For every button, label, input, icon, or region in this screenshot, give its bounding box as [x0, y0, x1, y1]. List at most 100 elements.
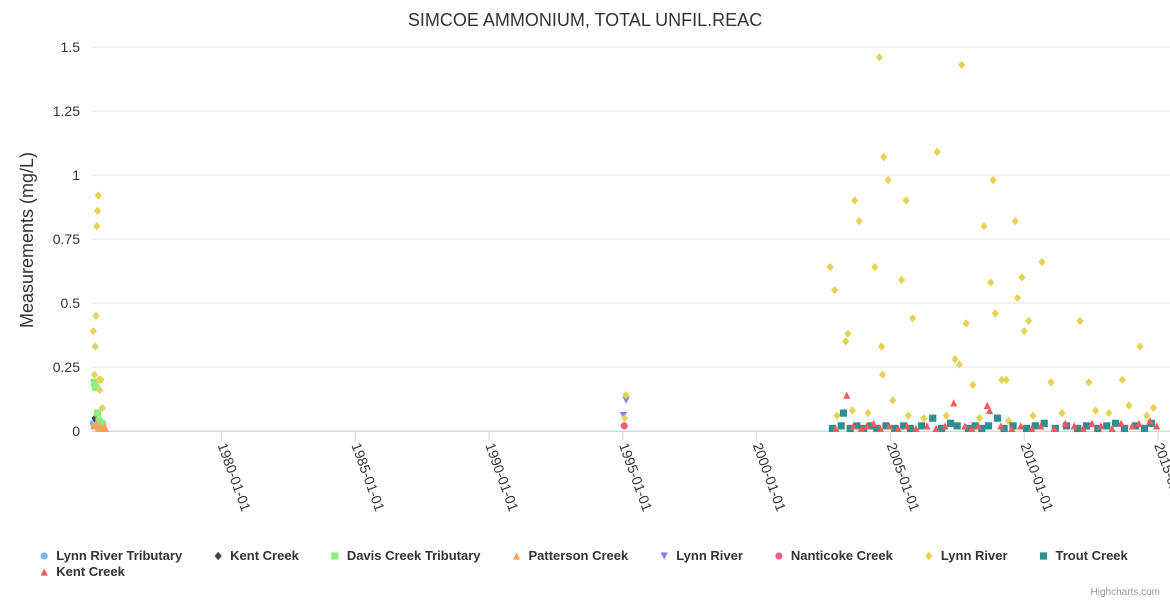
y-tick-label: 1.25: [53, 103, 80, 119]
data-point-lynn-river: [851, 196, 859, 205]
legend-item-lynn-river-tributary[interactable]: Lynn River Tributary: [40, 548, 183, 563]
data-point-trout-creek: [1040, 419, 1048, 427]
data-point-lynn-river: [1118, 375, 1126, 384]
data-point-lynn-river: [842, 337, 850, 346]
legend-item-nanticoke-creek[interactable]: Nanticoke Creek: [775, 548, 894, 563]
data-point-lynn-river: [980, 222, 988, 231]
data-point-lynn-river: [1085, 378, 1093, 387]
legend-label: Nanticoke Creek: [791, 548, 894, 563]
y-tick-label: 0.75: [53, 231, 80, 247]
data-point-trout-creek: [1082, 422, 1091, 430]
data-point-lynn-river: [1149, 403, 1158, 413]
data-point-kent-creek: [1061, 419, 1069, 427]
y-tick-label: 1.5: [61, 39, 81, 55]
legend-label: Kent Creek: [230, 548, 299, 563]
data-point-kent-creek: [961, 422, 969, 430]
data-point-lynn-river: [826, 262, 834, 272]
data-point-lynn-river: [933, 147, 941, 157]
data-point-lynn-river: [1011, 216, 1019, 226]
legend-item-lynn-river[interactable]: Lynn River: [660, 548, 743, 563]
legend-label: Lynn River: [941, 548, 1008, 563]
data-point-lynn-river: [1125, 401, 1133, 410]
credits-link[interactable]: Highcharts.com: [1091, 587, 1160, 598]
data-point-trout-creek: [929, 414, 937, 422]
grid-lines: [92, 46, 1170, 432]
data-point-lynn-river: [1136, 342, 1144, 351]
data-point-kent-creek: [1128, 422, 1136, 430]
legend-item-trout-creek[interactable]: Trout Creek: [1039, 548, 1129, 563]
y-tick-label: 0: [72, 423, 80, 439]
data-point-trout-creek: [1031, 422, 1039, 430]
data-point-kent-creek: [941, 422, 949, 430]
data-point-trout-creek: [984, 422, 993, 430]
data-point-lynn-river: [1047, 378, 1055, 387]
legend: Lynn River Tributary Kent Creek Davis Cree…: [40, 548, 1129, 579]
data-point-trout-creek: [993, 414, 1002, 422]
data-point-trout-creek: [828, 424, 837, 433]
data-point-trout-creek: [853, 422, 861, 430]
data-point-lynn-river: [1024, 316, 1033, 326]
data-point-trout-creek: [882, 422, 890, 430]
data-point-kent-creek: [1146, 417, 1154, 425]
legend-label: Trout Creek: [1056, 548, 1129, 563]
legend-item-kent-creek[interactable]: Kent Creek: [214, 548, 300, 563]
data-point-kent-creek: [950, 399, 958, 407]
legend-item-kent-creek[interactable]: Kent Creek: [40, 564, 126, 579]
data-point-trout-creek: [1111, 419, 1120, 427]
data-point-kent-creek: [1037, 422, 1045, 430]
data-point-kent-creek: [1017, 422, 1025, 430]
data-point-trout-creek: [1009, 422, 1017, 430]
data-point-kent-creek: [894, 424, 902, 433]
data-point-lynn-river: [1038, 257, 1046, 267]
data-point-trout-creek: [964, 424, 973, 433]
data-point-kent-creek: [843, 391, 851, 399]
data-point-lynn-river: [991, 309, 999, 318]
y-tick-label: 1: [72, 167, 80, 183]
data-point-kent-creek: [1079, 424, 1087, 433]
legend-label: Lynn River: [676, 548, 743, 563]
y-axis-label: Measurements (mg/L): [17, 152, 37, 328]
data-point-kent-creek: [1070, 422, 1078, 430]
data-point-lynn-river: [875, 53, 883, 62]
chart-title: SIMCOE AMMONIUM, TOTAL UNFIL.REAC: [408, 10, 762, 30]
data-point-lynn-river: [884, 175, 892, 185]
data-point-lynn-river: [909, 314, 917, 323]
data-point-kent-creek: [974, 422, 982, 430]
data-point-patterson-creek: [102, 424, 110, 433]
legend-symbol: [1039, 552, 1048, 560]
data-point-kent-creek: [968, 424, 976, 433]
data-point-lynn-river: [902, 196, 910, 205]
legend-item-lynn-river[interactable]: Lynn River: [925, 548, 1008, 563]
data-point-lynn-river: [93, 206, 102, 216]
data-point-lynn-river: [1091, 406, 1100, 415]
data-point-trout-creek: [1131, 422, 1140, 430]
data-point-lynn-river: [920, 414, 928, 423]
data-point-lynn-river: [848, 406, 857, 415]
legend-symbol: [40, 552, 48, 560]
data-point-kent-creek: [876, 424, 884, 433]
data-point-trout-creek: [938, 424, 946, 433]
legend-item-patterson-creek[interactable]: Patterson Creek: [512, 548, 629, 563]
data-point-lynn-river: [94, 191, 102, 200]
data-point-lynn-river: [955, 360, 964, 369]
data-point-kent-creek: [1117, 419, 1125, 427]
data-point-kent-creek: [863, 422, 871, 430]
data-point-trout-creek: [1120, 424, 1129, 433]
data-point-lynn-river: [1002, 375, 1010, 384]
data-point-lynn-river: [958, 60, 966, 70]
data-point-lynn-river: [877, 342, 886, 351]
data-point-lynn-river: [871, 262, 879, 272]
data-point-lynn-river: [622, 396, 630, 404]
legend-label: Kent Creek: [56, 564, 125, 579]
data-point-kent-creek: [903, 422, 911, 430]
data-point-kent-creek: [985, 406, 994, 415]
data-point-kent-creek: [1088, 419, 1096, 427]
data-point-trout-creek: [953, 422, 961, 430]
data-point-lynn-river: [1013, 293, 1022, 303]
data-point-kent-creek: [885, 422, 893, 430]
data-point-lynn-river: [98, 403, 106, 413]
y-tick-label: 0.25: [53, 359, 80, 375]
data-point-nanticoke-creek: [620, 422, 628, 430]
legend-item-davis-creek-tributary[interactable]: Davis Creek Tributary: [331, 548, 481, 563]
